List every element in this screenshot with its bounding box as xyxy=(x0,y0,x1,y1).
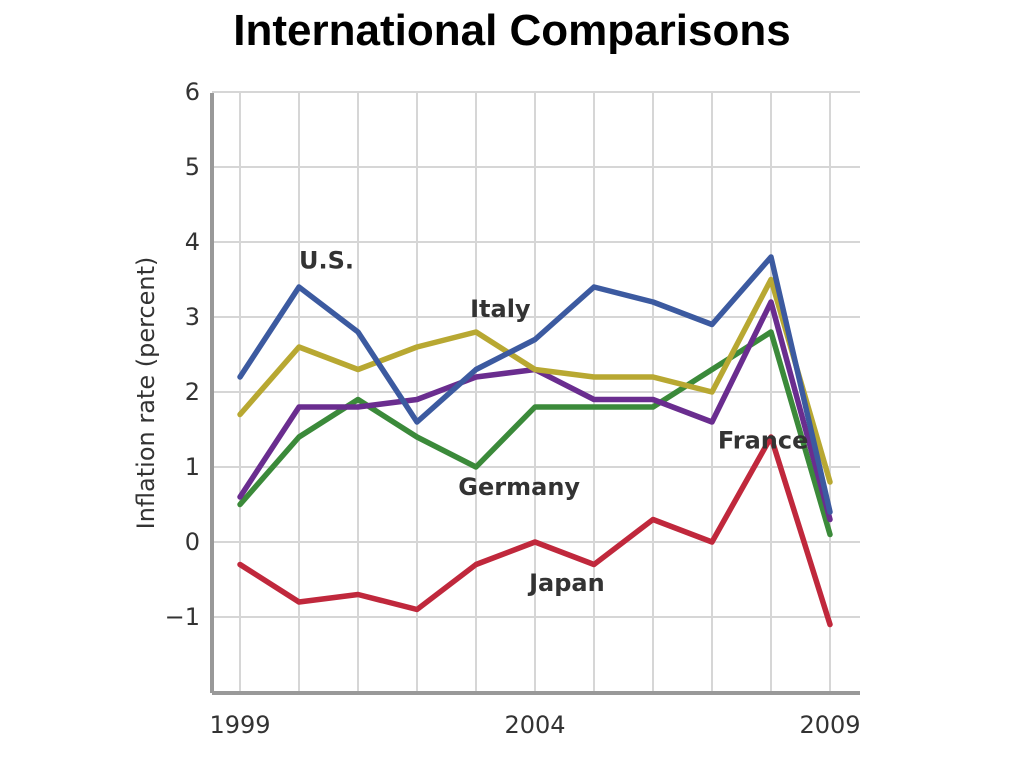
series-label-germany: Germany xyxy=(458,473,580,501)
y-tick-label: 4 xyxy=(185,228,200,256)
y-axis-label: Inflation rate (percent) xyxy=(132,257,160,530)
series-lines xyxy=(237,254,833,628)
series-label-italy: Italy xyxy=(470,295,531,323)
x-tick-label: 2009 xyxy=(799,711,860,739)
y-tick-label: 5 xyxy=(185,153,200,181)
y-tick-label: −1 xyxy=(165,603,200,631)
series-label-france: France xyxy=(718,426,808,454)
y-tick-label: 3 xyxy=(185,303,200,331)
y-tick-label: 2 xyxy=(185,378,200,406)
series-label-us: U.S. xyxy=(299,246,354,274)
series-line-japan xyxy=(237,434,833,628)
y-tick-labels: 6 5 4 3 2 1 0 −1 xyxy=(165,78,200,631)
series-labels: U.S. Italy France Germany Japan xyxy=(299,246,808,597)
x-tick-labels: 1999 2004 2009 xyxy=(209,711,860,739)
series-label-japan: Japan xyxy=(527,569,605,597)
x-tick-label: 2004 xyxy=(504,711,565,739)
page-title: International Comparisons xyxy=(233,6,791,55)
y-tick-label: 0 xyxy=(185,528,200,556)
axes xyxy=(210,93,860,695)
y-tick-label: 6 xyxy=(185,78,200,106)
x-tick-label: 1999 xyxy=(209,711,270,739)
y-tick-label: 1 xyxy=(185,453,200,481)
series-line-italy xyxy=(237,276,833,485)
series-line-us xyxy=(237,254,833,515)
